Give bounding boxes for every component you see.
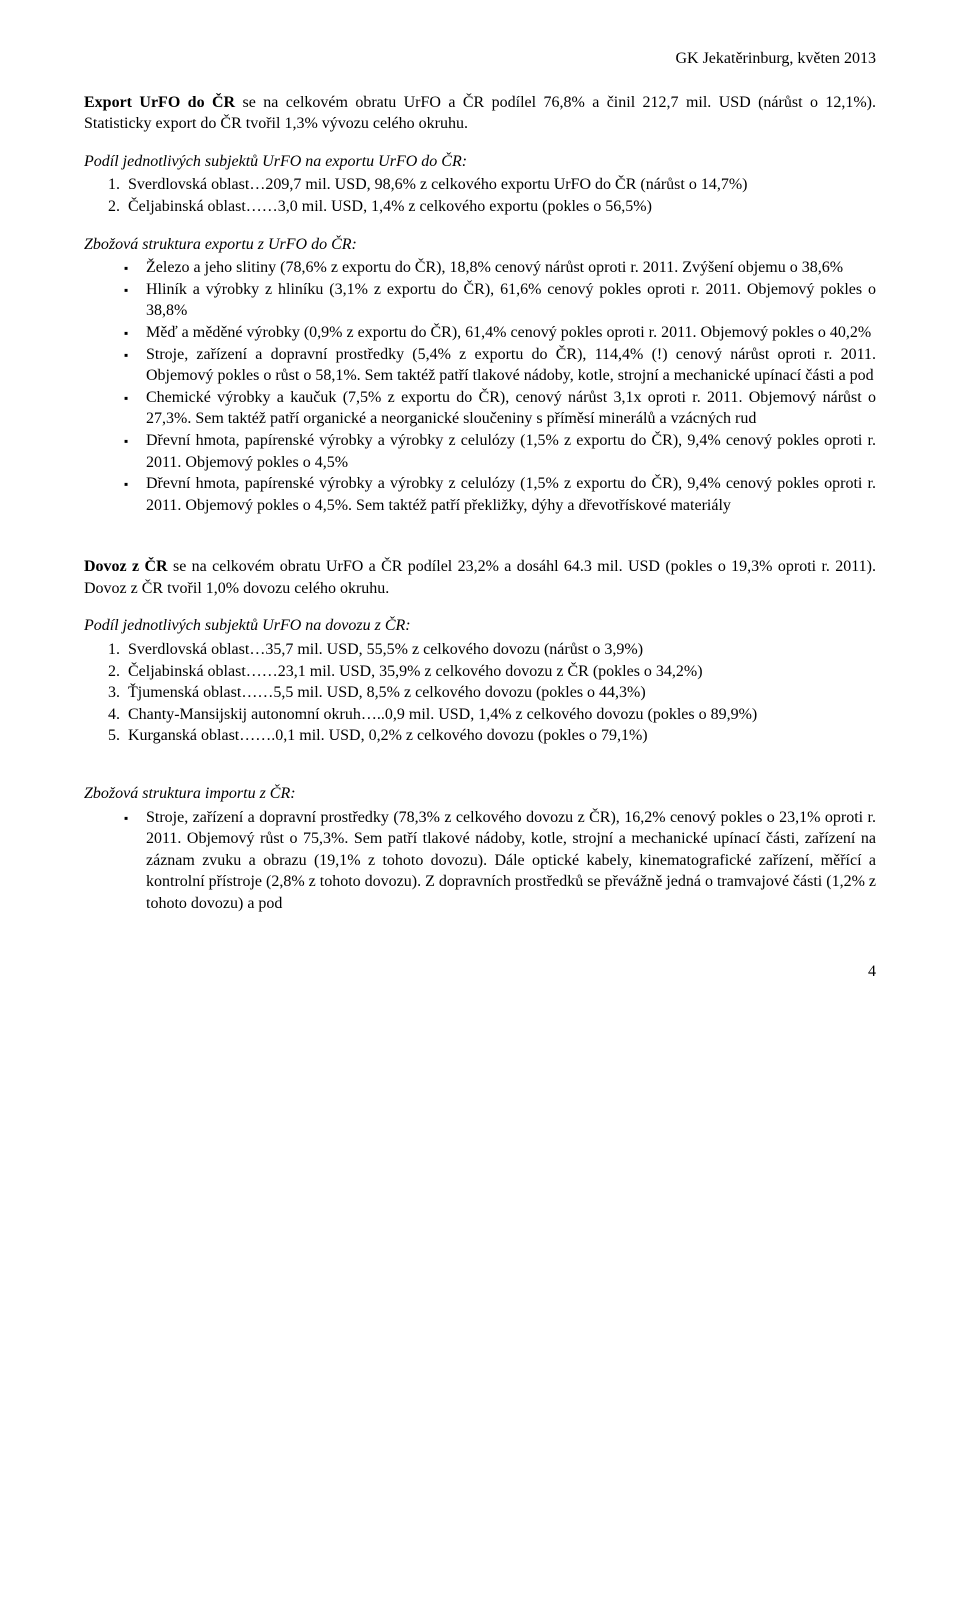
list-item: Kurganská oblast…….0,1 mil. USD, 0,2% z … xyxy=(124,725,876,747)
import-intro-rest: se na celkovém obratu UrFO a ČR podílel … xyxy=(84,558,876,597)
list-item: Stroje, zařízení a dopravní prostředky (… xyxy=(124,807,876,915)
export-struct-heading: Zbožová struktura exportu z UrFO do ČR: xyxy=(84,234,876,256)
list-item: Měď a měděné výrobky (0,9% z exportu do … xyxy=(124,322,876,344)
list-item: Chemické výrobky a kaučuk (7,5% z export… xyxy=(124,387,876,430)
list-item: Hliník a výrobky z hliníku (3,1% z expor… xyxy=(124,279,876,322)
page-number: 4 xyxy=(84,961,876,983)
list-item: Dřevní hmota, papírenské výrobky a výrob… xyxy=(124,430,876,473)
export-intro: Export UrFO do ČR se na celkovém obratu … xyxy=(84,92,876,135)
list-item: Dřevní hmota, papírenské výrobky a výrob… xyxy=(124,473,876,516)
list-item: Stroje, zařízení a dopravní prostředky (… xyxy=(124,344,876,387)
list-item: Ťjumenská oblast……5,5 mil. USD, 8,5% z c… xyxy=(124,682,876,704)
export-share-heading: Podíl jednotlivých subjektů UrFO na expo… xyxy=(84,151,876,173)
list-item: Železo a jeho slitiny (78,6% z exportu d… xyxy=(124,257,876,279)
list-item: Čeljabinská oblast……23,1 mil. USD, 35,9%… xyxy=(124,661,876,683)
import-share-list: Sverdlovská oblast…35,7 mil. USD, 55,5% … xyxy=(84,639,876,747)
import-share-heading: Podíl jednotlivých subjektů UrFO na dovo… xyxy=(84,615,876,637)
import-struct-heading: Zbožová struktura importu z ČR: xyxy=(84,783,876,805)
list-item: Chanty-Mansijskij autonomní okruh…..0,9 … xyxy=(124,704,876,726)
list-item: Sverdlovská oblast…35,7 mil. USD, 55,5% … xyxy=(124,639,876,661)
import-struct-list: Stroje, zařízení a dopravní prostředky (… xyxy=(84,807,876,915)
list-item: Sverdlovská oblast…209,7 mil. USD, 98,6%… xyxy=(124,174,876,196)
list-item: Čeljabinská oblast……3,0 mil. USD, 1,4% z… xyxy=(124,196,876,218)
export-struct-list: Železo a jeho slitiny (78,6% z exportu d… xyxy=(84,257,876,516)
export-intro-bold: Export UrFO do ČR xyxy=(84,94,235,111)
import-intro: Dovoz z ČR se na celkovém obratu UrFO a … xyxy=(84,556,876,599)
export-share-list: Sverdlovská oblast…209,7 mil. USD, 98,6%… xyxy=(84,174,876,217)
import-intro-bold: Dovoz z ČR xyxy=(84,558,168,575)
page-header-right: GK Jekatěrinburg, květen 2013 xyxy=(84,48,876,70)
